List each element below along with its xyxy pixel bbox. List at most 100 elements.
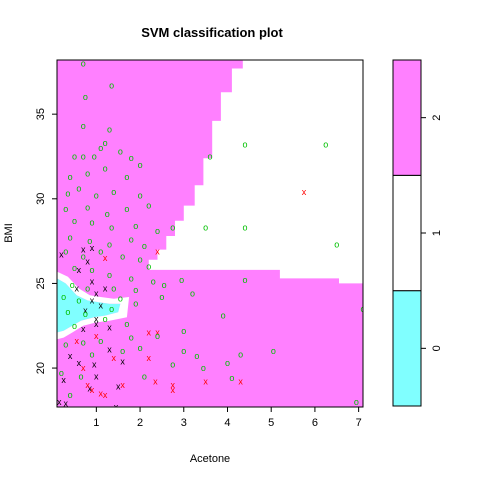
point-class-2-92: o <box>360 304 365 314</box>
point-class-2-96: o <box>162 280 167 290</box>
point-class-2-84: o <box>242 275 247 285</box>
point-class-1-13: x <box>120 380 125 390</box>
point-class-0-2: x <box>90 243 95 253</box>
point-class-0-16: x <box>92 360 97 370</box>
point-class-2-60: o <box>72 321 77 331</box>
point-class-1-11: x <box>203 377 208 387</box>
point-class-0-15: x <box>68 351 73 361</box>
point-class-2-94: o <box>271 346 276 356</box>
point-class-0-27: x <box>103 284 108 294</box>
x-axis: 1 2 3 4 5 6 7 <box>93 407 362 429</box>
point-class-2-11: o <box>129 153 134 163</box>
point-class-1-3: x <box>74 336 79 346</box>
point-class-2-36: o <box>142 241 147 251</box>
point-class-2-74: o <box>68 390 73 400</box>
point-class-2-16: o <box>124 172 129 182</box>
point-class-2-6: o <box>72 152 77 162</box>
point-class-2-63: o <box>63 339 68 349</box>
point-class-2-41: o <box>138 255 143 265</box>
point-class-2-0: o <box>81 58 86 68</box>
point-class-2-88: o <box>242 140 247 150</box>
point-class-0-13: x <box>107 322 112 332</box>
point-class-2-61: o <box>103 314 108 324</box>
point-class-2-54: o <box>76 295 81 305</box>
point-class-2-40: o <box>120 251 125 261</box>
point-class-2-35: o <box>129 234 134 244</box>
point-class-2-59: o <box>133 299 138 309</box>
y-tick-label-2: 30 <box>35 193 47 205</box>
point-class-1-19: x <box>94 331 99 341</box>
point-class-2-97: o <box>179 275 184 285</box>
point-class-2-76: o <box>190 289 195 299</box>
point-class-2-69: o <box>120 346 125 356</box>
point-class-2-2: o <box>83 92 88 102</box>
legend-swatch-0 <box>392 290 422 407</box>
point-class-2-17: o <box>65 189 70 199</box>
point-class-0-11: x <box>81 324 86 334</box>
x-tick-label-2: 3 <box>181 417 187 429</box>
point-class-1-8: x <box>153 377 158 387</box>
legend-label-0: 0 <box>431 345 443 351</box>
point-class-2-71: o <box>59 368 64 378</box>
decision-regions <box>57 60 363 407</box>
point-class-0-7: x <box>90 295 95 305</box>
point-class-2-3: o <box>81 121 86 131</box>
point-class-2-45: o <box>107 270 112 280</box>
point-class-2-95: o <box>238 350 243 360</box>
point-class-2-91: o <box>334 240 339 250</box>
point-class-2-65: o <box>98 336 103 346</box>
point-class-2-5: o <box>103 138 108 148</box>
point-class-1-18: x <box>81 363 86 373</box>
point-class-0-1: x <box>81 245 86 255</box>
point-class-2-57: o <box>83 309 88 319</box>
color-legend: 0 1 2 <box>392 59 443 407</box>
point-class-2-93: o <box>354 397 359 407</box>
y-tick-label-0: 20 <box>35 362 47 374</box>
point-class-0-23: x <box>63 399 68 409</box>
point-class-2-77: o <box>194 351 199 361</box>
point-class-2-73: o <box>142 372 147 382</box>
y-axis-label: BMI <box>3 223 15 243</box>
point-class-2-18: o <box>76 184 81 194</box>
x-tick-label-5: 6 <box>312 417 318 429</box>
point-class-2-33: o <box>87 236 92 246</box>
point-class-2-9: o <box>98 143 103 153</box>
x-tick-label-4: 5 <box>268 417 274 429</box>
legend-swatch-1 <box>392 174 422 292</box>
x-tick-label-1: 2 <box>137 417 143 429</box>
point-class-2-62: o <box>124 319 129 329</box>
point-class-2-20: o <box>111 187 116 197</box>
point-class-2-42: o <box>146 262 151 272</box>
point-class-2-27: o <box>72 216 77 226</box>
point-class-2-28: o <box>89 218 94 228</box>
point-class-0-19: x <box>107 344 112 354</box>
chart-title: SVM classification plot <box>141 25 283 40</box>
point-class-2-79: o <box>229 373 234 383</box>
point-class-2-64: o <box>81 338 86 348</box>
point-class-2-66: o <box>129 333 134 343</box>
point-class-2-51: o <box>133 285 138 295</box>
point-class-0-12: x <box>94 319 99 329</box>
point-class-2-70: o <box>138 343 143 353</box>
point-class-2-24: o <box>105 209 110 219</box>
y-tick-label-3: 35 <box>35 108 47 120</box>
point-class-1-6: x <box>155 328 160 338</box>
point-class-0-22: x <box>57 397 62 407</box>
plot-border <box>56 59 364 408</box>
point-class-2-14: o <box>85 168 90 178</box>
x-axis-label: Acetone <box>190 453 230 465</box>
point-class-0-25: x <box>61 375 66 385</box>
point-class-2-67: o <box>155 331 160 341</box>
point-class-2-87: o <box>242 223 247 233</box>
point-class-0-24: x <box>114 402 119 412</box>
point-class-2-34: o <box>107 240 112 250</box>
point-class-2-29: o <box>109 223 114 233</box>
point-class-2-22: o <box>63 204 68 214</box>
point-class-2-23: o <box>85 202 90 212</box>
point-class-2-90: o <box>207 152 212 162</box>
point-class-2-47: o <box>151 277 156 287</box>
point-class-1-4: x <box>112 353 117 363</box>
point-class-2-52: o <box>159 292 164 302</box>
point-class-2-4: o <box>107 124 112 134</box>
